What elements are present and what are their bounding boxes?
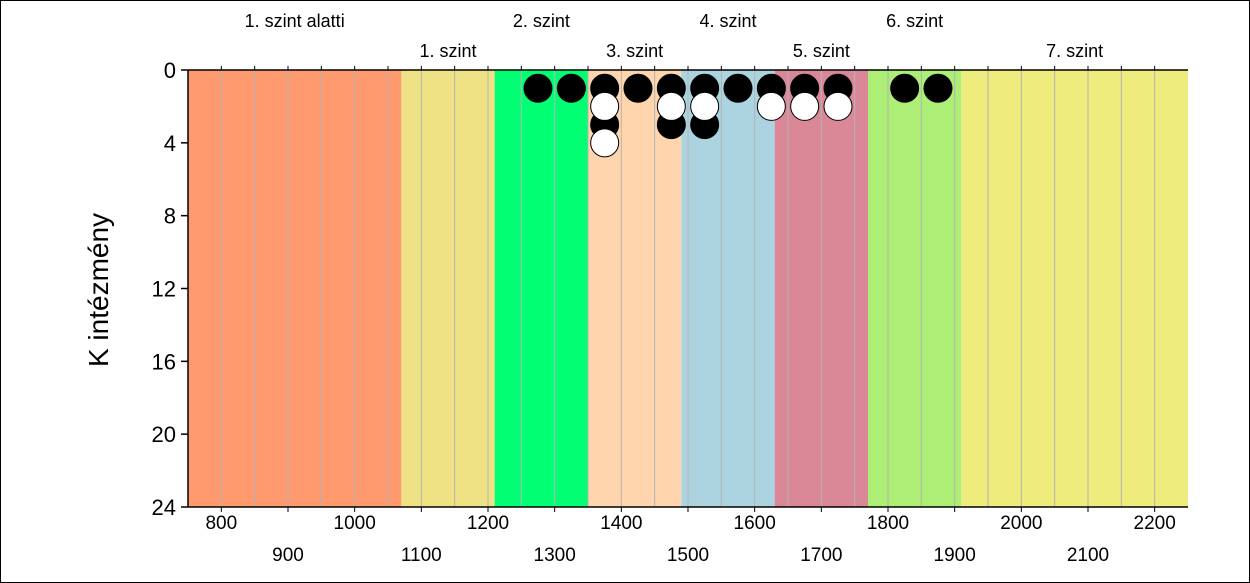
data-point-white bbox=[690, 91, 720, 121]
y-tick-label: 20 bbox=[152, 422, 176, 447]
x-tick-label: 2100 bbox=[1067, 545, 1109, 566]
x-tick-label: 1800 bbox=[867, 513, 909, 534]
data-point-white bbox=[756, 91, 786, 121]
level-band-8 bbox=[961, 70, 1188, 507]
level-label: 6. szint bbox=[886, 11, 943, 31]
level-band-2 bbox=[401, 70, 495, 507]
data-points bbox=[523, 73, 953, 158]
y-tick-label: 12 bbox=[152, 277, 176, 302]
level-label: 2. szint bbox=[513, 11, 570, 31]
data-point-black bbox=[923, 73, 953, 103]
data-point-white bbox=[656, 91, 686, 121]
level-label: 1. szint bbox=[419, 41, 476, 61]
data-point-black bbox=[523, 73, 553, 103]
data-point-white bbox=[823, 91, 853, 121]
level-band-3 bbox=[494, 70, 588, 507]
vertical-gridlines bbox=[220, 70, 1156, 507]
data-point-white bbox=[790, 91, 820, 121]
level-band-5 bbox=[681, 70, 775, 507]
data-point-white bbox=[590, 128, 620, 158]
x-tick-label: 2000 bbox=[1000, 513, 1042, 534]
level-labels: 1. szint alatti 1. szint 2. szint 3. szint 4… bbox=[245, 11, 1104, 61]
data-point-white bbox=[590, 91, 620, 121]
x-tick-label: 1600 bbox=[734, 513, 776, 534]
y-axis-title: K intézmény bbox=[83, 213, 114, 367]
x-tick-label: 1900 bbox=[934, 545, 976, 566]
level-bands bbox=[188, 70, 1188, 507]
y-tick-label: 8 bbox=[164, 204, 176, 229]
x-tick-label: 1100 bbox=[401, 545, 442, 566]
x-tick-label: 1500 bbox=[667, 545, 709, 566]
y-tick-label: 16 bbox=[152, 349, 176, 374]
x-tick-label: 1700 bbox=[800, 545, 842, 566]
x-tick-label: 1200 bbox=[467, 513, 509, 534]
level-band-7 bbox=[868, 70, 962, 507]
level-label: 3. szint bbox=[606, 41, 663, 61]
data-point-black bbox=[623, 73, 653, 103]
x-tick-label: 1300 bbox=[534, 545, 576, 566]
y-tick-label: 0 bbox=[164, 58, 176, 83]
x-tick-label: 2200 bbox=[1134, 513, 1176, 534]
x-tick-label: 800 bbox=[205, 513, 237, 534]
x-tick-label: 1000 bbox=[334, 513, 376, 534]
x-tick-label: 900 bbox=[272, 545, 304, 566]
y-tick-label: 24 bbox=[152, 495, 176, 520]
level-label: 4. szint bbox=[699, 11, 756, 31]
level-label: 1. szint alatti bbox=[245, 11, 345, 31]
x-tick-label: 1400 bbox=[600, 513, 642, 534]
data-point-black bbox=[723, 73, 753, 103]
data-point-black bbox=[556, 73, 586, 103]
y-tick-label: 4 bbox=[164, 131, 176, 156]
level-label: 7. szint bbox=[1046, 41, 1103, 61]
data-point-black bbox=[890, 73, 920, 103]
level-band-1 bbox=[188, 70, 402, 507]
level-label: 5. szint bbox=[793, 41, 850, 61]
axes: 0 4 8 12 16 20 24 800 1000 1200 1400 1600 1800 2000 22… bbox=[152, 58, 1188, 566]
